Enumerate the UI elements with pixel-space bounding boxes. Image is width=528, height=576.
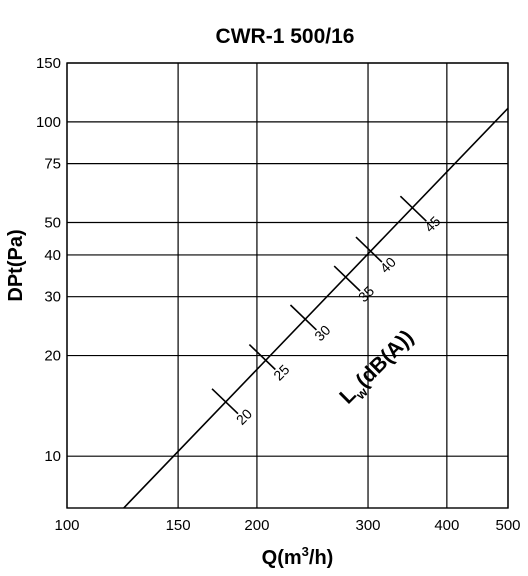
sound-mark-20 xyxy=(211,388,239,415)
y-tick-40: 40 xyxy=(44,247,61,264)
sound-mark-25 xyxy=(248,343,276,371)
y-tick-75: 75 xyxy=(44,156,61,173)
y-tick-labels: 10 20 30 40 50 75 100 150 xyxy=(36,55,61,465)
x-tick-200: 200 xyxy=(244,517,269,534)
y-axis-title: DPt(Pa) xyxy=(5,229,27,301)
x-tick-400: 400 xyxy=(434,517,459,534)
y-tick-20: 20 xyxy=(44,348,61,365)
sound-mark-30 xyxy=(289,304,317,331)
sound-mark-label-35: 35 xyxy=(355,283,377,305)
y-tick-100: 100 xyxy=(36,114,61,131)
sound-mark-label-25: 25 xyxy=(270,361,292,383)
x-tick-150: 150 xyxy=(166,517,191,534)
sound-mark-35 xyxy=(333,265,361,292)
y-tick-150: 150 xyxy=(36,55,61,72)
sound-mark-45 xyxy=(399,195,427,222)
sound-mark-label-45: 45 xyxy=(421,213,443,235)
sound-mark-label-30: 30 xyxy=(311,322,333,344)
sound-power-axis-title: Lw(dB(A)) xyxy=(335,326,421,412)
series-layer xyxy=(123,107,508,508)
x-tick-500: 500 xyxy=(495,517,520,534)
grid xyxy=(66,62,509,508)
x-tick-100: 100 xyxy=(54,517,79,534)
sound-mark-label-20: 20 xyxy=(233,405,255,427)
fan-curve-0 xyxy=(123,107,508,508)
chart-title: CWR-1 500/16 xyxy=(216,25,355,48)
sound-mark-label-40: 40 xyxy=(377,254,399,276)
sound-mark-40 xyxy=(355,236,383,263)
x-axis-title: Q(m3/h) xyxy=(262,544,334,569)
y-tick-30: 30 xyxy=(44,289,61,306)
x-tick-labels: 100 150 200 300 400 500 xyxy=(54,517,520,534)
y-tick-50: 50 xyxy=(44,215,61,232)
y-tick-10: 10 xyxy=(44,448,61,465)
x-tick-300: 300 xyxy=(356,517,381,534)
plot-frame xyxy=(66,62,509,509)
